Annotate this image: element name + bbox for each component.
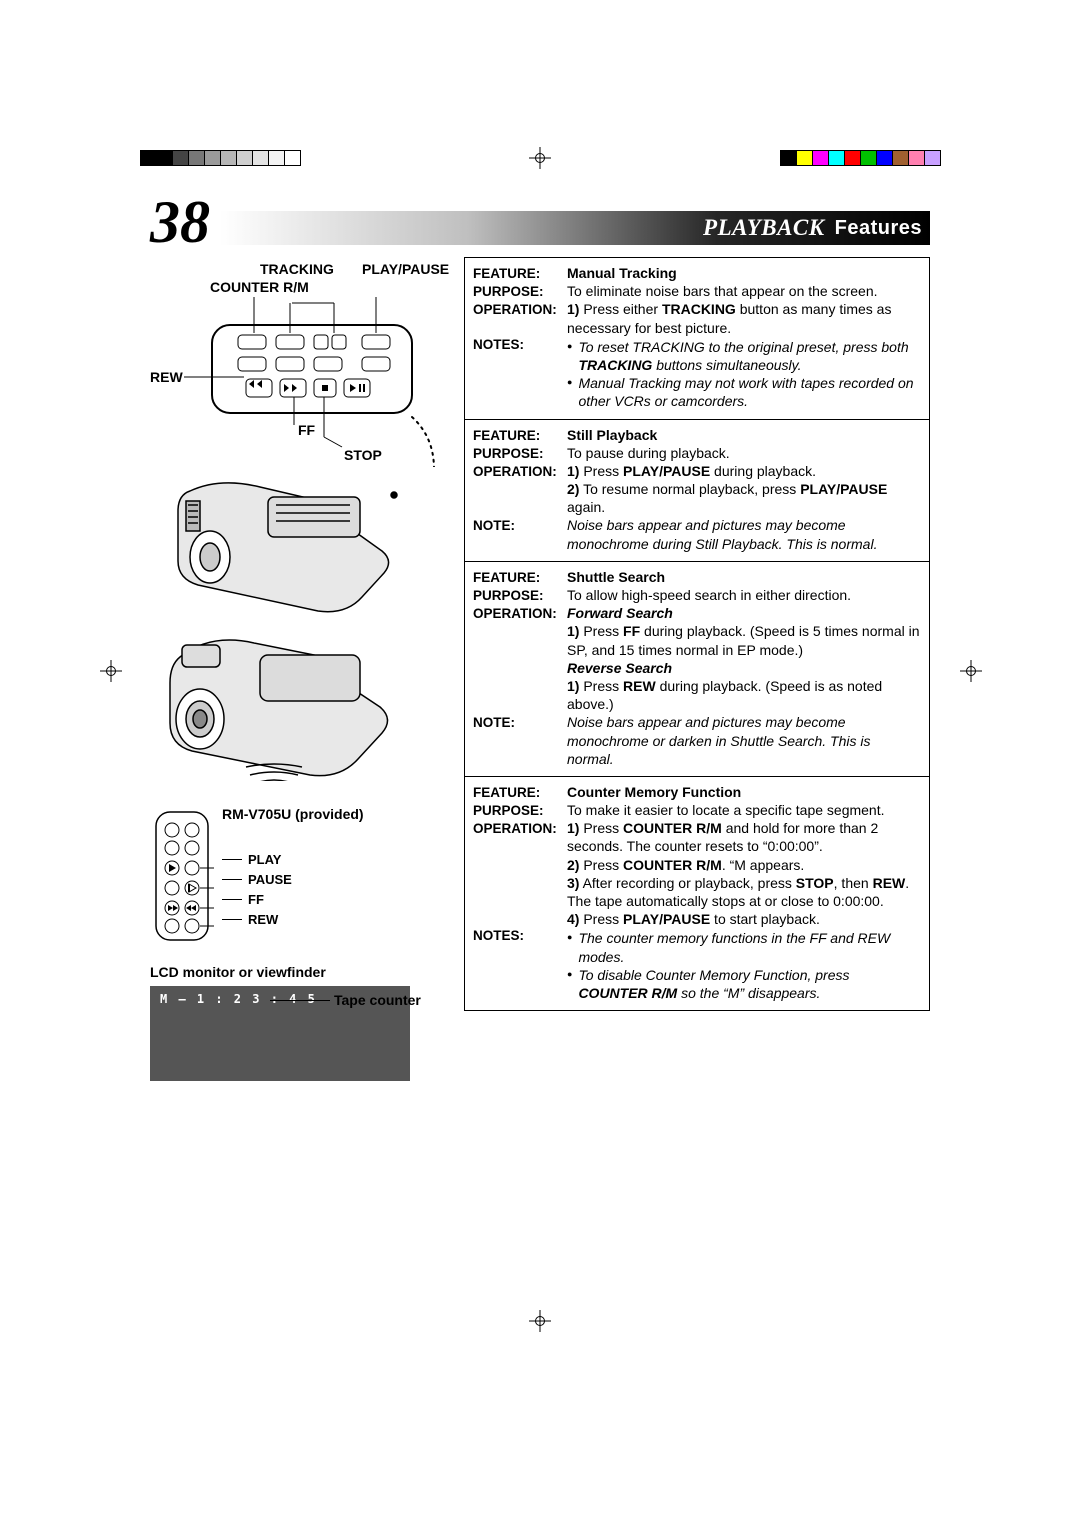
remote-pause: PAUSE (248, 872, 292, 887)
remote-icon (150, 806, 214, 946)
feature-section: FEATURE:Shuttle SearchPURPOSE:To allow h… (465, 562, 929, 777)
label-tracking: TRACKING (260, 261, 334, 277)
lcd-title: LCD monitor or viewfinder (150, 964, 450, 980)
lcd-counter: M – 1 : 2 3 : 4 5 (160, 992, 317, 1006)
label-rew: REW (150, 369, 183, 385)
header-gradient: PLAYBACK Features (220, 211, 930, 245)
label-counter-rm: COUNTER R/M (210, 279, 309, 295)
page-header: 38 PLAYBACK Features (150, 205, 930, 251)
crosshair-bottom (529, 1310, 551, 1332)
remote-ff: FF (248, 892, 264, 907)
remote-model: RM-V705U (provided) (222, 806, 364, 822)
feature-section: FEATURE:Still PlaybackPURPOSE:To pause d… (465, 420, 929, 562)
remote-rew: REW (248, 912, 278, 927)
header-subtitle: Features (835, 217, 922, 240)
diagram-column: TRACKING PLAY/PAUSE COUNTER R/M REW FF S… (150, 257, 450, 1081)
registration-bar (0, 150, 1080, 168)
remote-diagram: RM-V705U (provided) PLAY PAUSE FF REW (150, 806, 450, 946)
crosshair-left (100, 660, 122, 682)
control-panel-diagram (184, 297, 444, 467)
header-title: PLAYBACK (703, 215, 825, 241)
feature-section: FEATURE:Manual TrackingPURPOSE:To elimin… (465, 258, 929, 420)
page-number: 38 (150, 188, 210, 257)
camcorder-diagram (150, 461, 430, 781)
label-playpause: PLAY/PAUSE (362, 261, 449, 277)
crosshair-top (529, 147, 551, 169)
crosshair-right (960, 660, 982, 682)
page-content: 38 PLAYBACK Features TRACKING PLAY/PAUSE… (150, 205, 930, 1081)
remote-play: PLAY (248, 852, 281, 867)
features-table: FEATURE:Manual TrackingPURPOSE:To elimin… (464, 257, 930, 1011)
tape-counter-label: Tape counter (334, 992, 421, 1008)
feature-section: FEATURE:Counter Memory FunctionPURPOSE:T… (465, 777, 929, 1010)
